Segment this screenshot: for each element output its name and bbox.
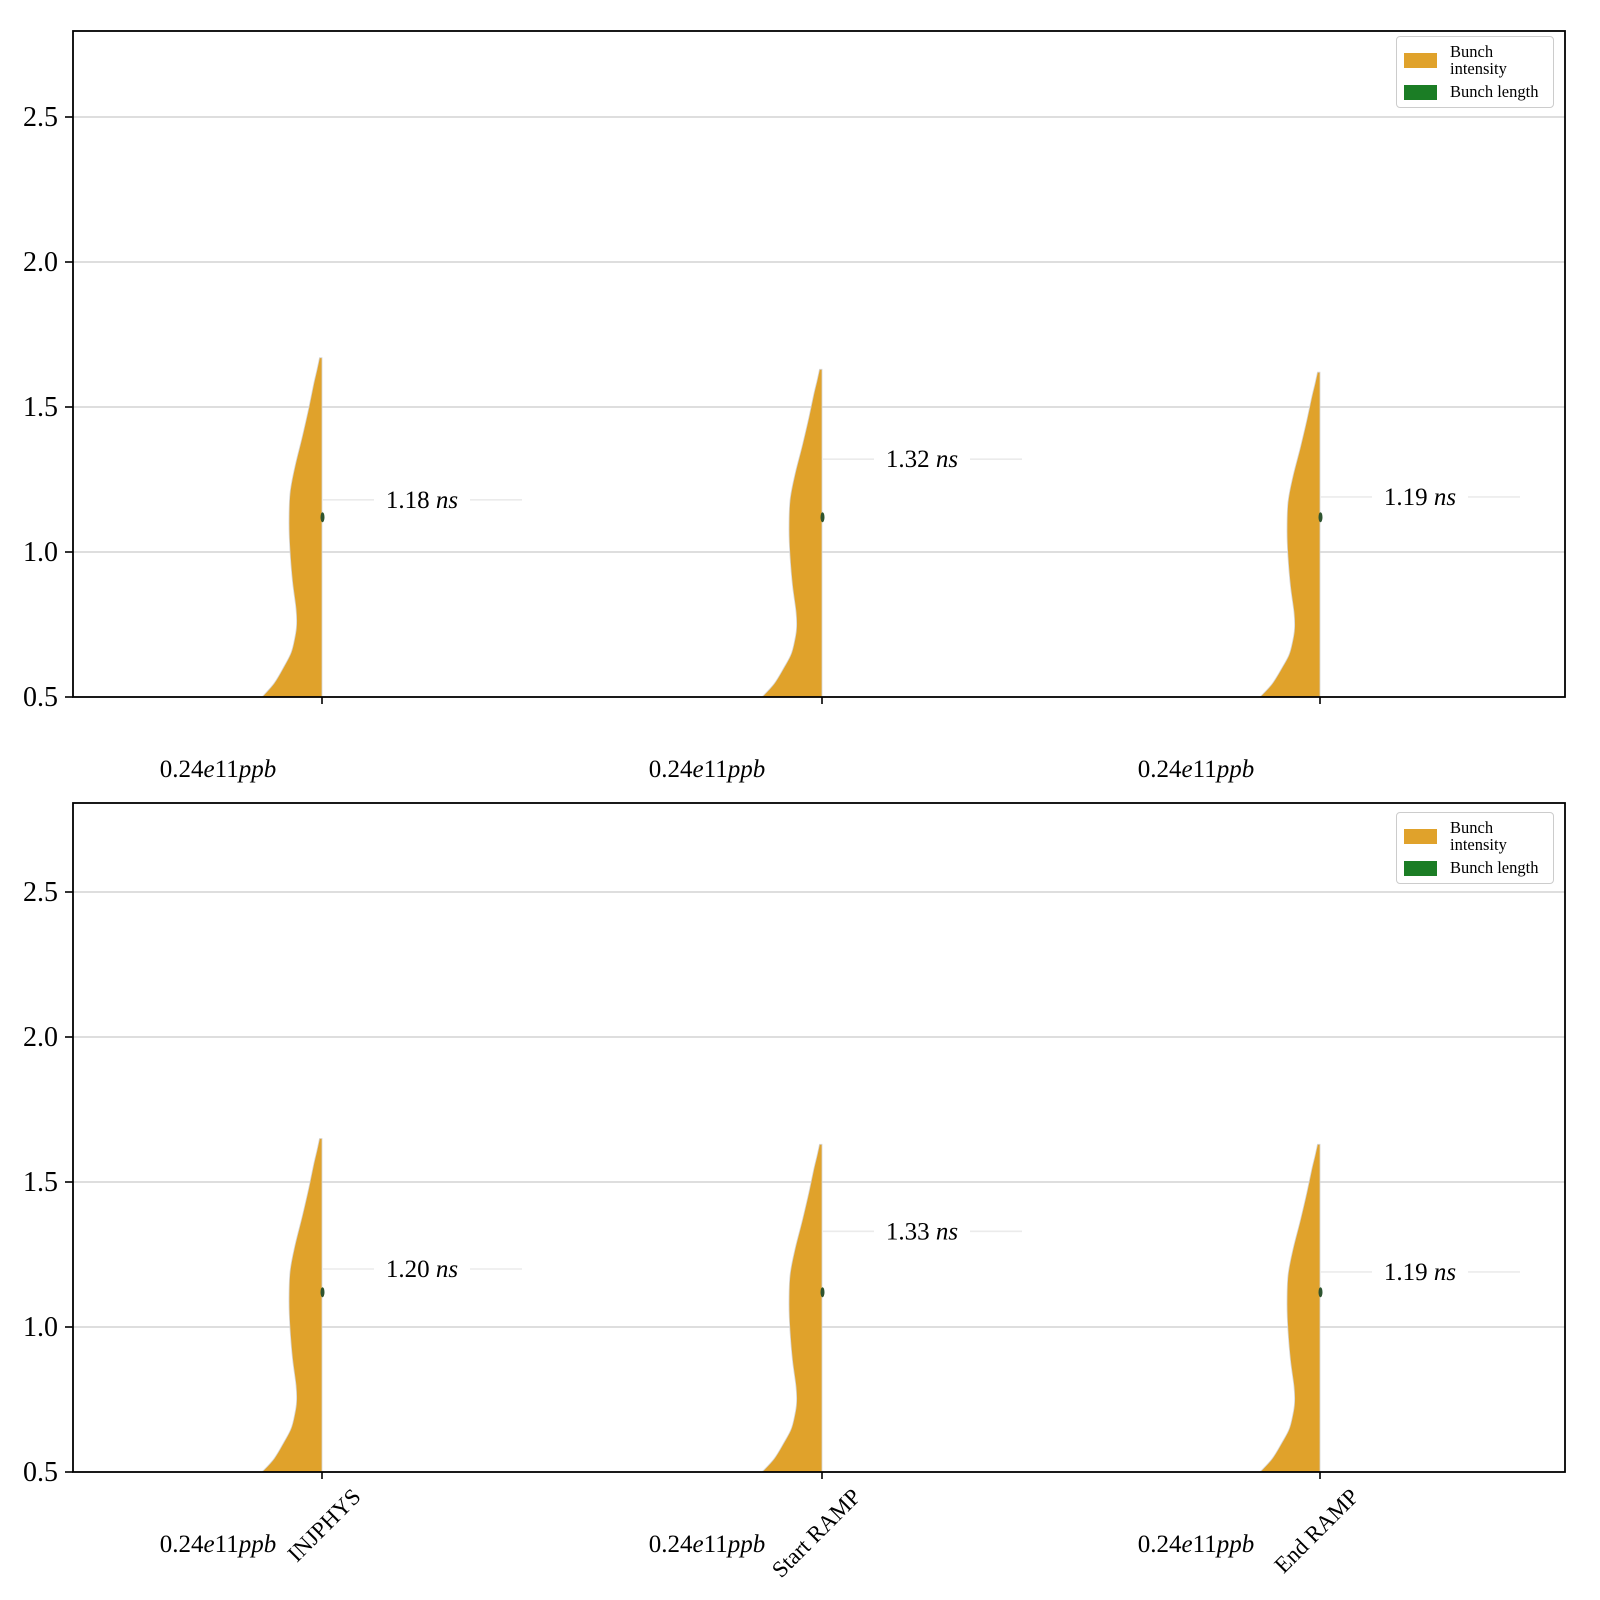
annotation-backing: [874, 1217, 970, 1246]
intensity-label: 0.24e11ppb: [160, 756, 276, 783]
bunch-length-annotation: 1.19 ns: [1384, 1259, 1456, 1286]
legend-item-bunch-length: Bunch length: [1404, 82, 1545, 101]
legend-item-bunch-intensity: Bunch intensity: [1404, 42, 1545, 78]
legend-label-bunch-length: Bunch length: [1450, 858, 1539, 877]
bunch-intensity-swatch-icon: [1404, 53, 1437, 68]
bunch-length-annotation: 1.18 ns: [386, 487, 458, 514]
bunch-length-marker: [1318, 1287, 1323, 1298]
bunch-length-marker: [1318, 512, 1323, 523]
bunch-length-swatch-icon: [1404, 860, 1437, 876]
bunch-length-marker: [820, 512, 825, 523]
y-tick-label: 2.5: [23, 877, 58, 908]
annotation-backing: [1372, 482, 1468, 511]
bunch-intensity-violin: [261, 357, 323, 698]
bunch-intensity-violin: [761, 368, 823, 698]
bunch-intensity-swatch-icon: [1404, 829, 1437, 844]
bunch-intensity-violin: [261, 1138, 323, 1473]
bunch-length-annotation: 1.19 ns: [1384, 484, 1456, 511]
plot-frame: [72, 802, 1566, 1473]
bunch-length-annotation: 1.33 ns: [886, 1218, 958, 1245]
legend-label-bunch-intensity: Bunch intensity: [1450, 818, 1507, 854]
legend-label-bunch-intensity: Bunch intensity: [1450, 42, 1507, 78]
legend-bottom-plot: Bunch intensity Bunch length: [1396, 812, 1554, 884]
y-tick-label: 2.5: [23, 102, 58, 133]
intensity-label: 0.24e11ppb: [649, 756, 765, 783]
legend-label-bunch-length: Bunch length: [1450, 82, 1539, 101]
y-tick-label: 1.0: [23, 1312, 58, 1343]
annotation-backing: [1372, 1257, 1468, 1286]
intensity-label: 0.24e11ppb: [1138, 1531, 1254, 1558]
intensity-label: 0.24e11ppb: [160, 1531, 276, 1558]
y-tick-label: 2.0: [23, 247, 58, 278]
y-tick-label: 1.5: [23, 392, 58, 423]
bunch-length-annotation: 1.20 ns: [386, 1256, 458, 1283]
annotation-backing: [374, 1255, 470, 1283]
y-tick-label: 2.0: [23, 1022, 58, 1053]
legend-item-bunch-length: Bunch length: [1404, 858, 1545, 877]
plot-frame: [72, 30, 1566, 698]
y-tick-label: 0.5: [23, 682, 58, 713]
intensity-label: 0.24e11ppb: [1138, 756, 1254, 783]
y-tick-label: 1.0: [23, 537, 58, 568]
y-tick-label: 0.5: [23, 1457, 58, 1488]
legend-top-plot: Bunch intensity Bunch length: [1396, 36, 1554, 108]
bunch-length-marker: [820, 1287, 825, 1298]
bunch-intensity-violin: [761, 1143, 823, 1473]
bunch-intensity-violin: [1259, 371, 1321, 698]
x-tick-label-stage: Start RAMP: [767, 1484, 866, 1583]
legend-item-bunch-intensity: Bunch intensity: [1404, 818, 1545, 854]
bunch-length-marker: [320, 1287, 325, 1298]
bunch-length-swatch-icon: [1404, 84, 1437, 100]
y-tick-label: 1.5: [23, 1167, 58, 1198]
intensity-label: 0.24e11ppb: [649, 1531, 765, 1558]
bunch-length-marker: [320, 512, 325, 523]
bunch-intensity-violin: [1259, 1143, 1321, 1473]
x-tick-label-stage: End RAMP: [1269, 1484, 1363, 1578]
annotation-backing: [374, 485, 470, 514]
x-tick-label-stage: INJPHYS: [283, 1484, 366, 1567]
annotation-backing: [874, 445, 970, 474]
bunch-length-annotation: 1.32 ns: [886, 446, 958, 473]
